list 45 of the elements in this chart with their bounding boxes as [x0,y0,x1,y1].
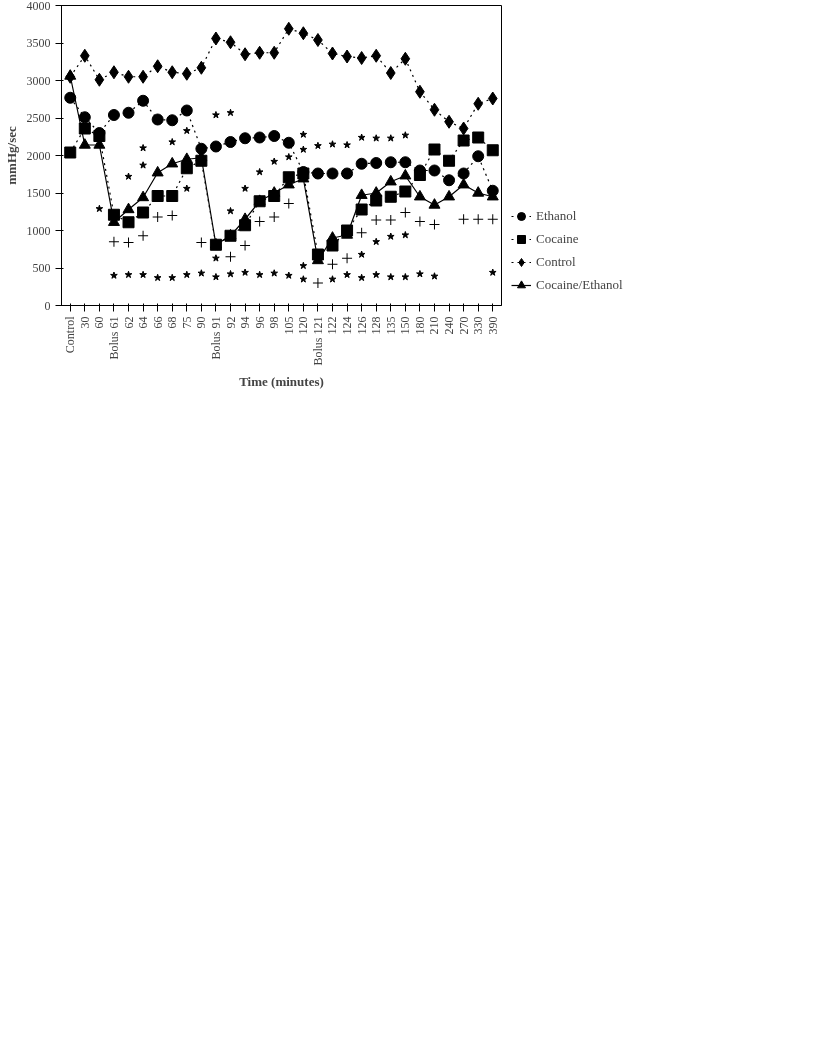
y-tick-label: 1500 [26,186,51,200]
x-axis-title: Time (minutes) [239,373,324,389]
x-tick-label: 330 [471,316,486,335]
y-tick-label: 2500 [26,111,51,125]
x-tick-label: 120 [296,316,311,335]
x-tick-label: 75 [179,316,194,329]
y-axis-title: mmHg/sec [3,126,19,185]
legend-label: Ethanol [536,208,577,224]
x-tick-label: 122 [325,316,340,335]
x-tick-label: 94 [238,316,253,329]
x-tick-label: Bolus 91 [208,316,223,360]
x-tick-label: 124 [340,316,355,335]
x-tick-label: 135 [383,316,398,335]
x-tick-label: 270 [456,316,471,335]
legend-label: Cocaine/Ethanol [536,277,623,293]
x-tick-label: 68 [165,316,180,329]
x-tick-label: 180 [412,316,427,335]
x-tick-label: 60 [92,316,107,329]
x-tick-label: 240 [442,316,457,335]
x-tick-label: Control [63,315,78,354]
y-tick-label: 3500 [26,36,51,50]
x-tick-label: 105 [281,316,296,335]
x-tick-label: Bolus 61 [106,316,121,360]
x-tick-label: 390 [485,316,500,335]
x-tick-label: 64 [136,316,151,329]
x-tick-label: 210 [427,316,442,335]
legend-label: Cocaine [536,231,579,247]
y-tick-label: 500 [32,261,51,275]
y-tick-label: 1000 [26,223,51,238]
y-tick-label: 2000 [26,148,51,163]
x-tick-label: 98 [267,316,282,329]
x-tick-label: 62 [121,316,136,329]
x-tick-label: 90 [194,316,209,329]
x-tick-label: Bolus 121 [310,316,325,366]
x-tick-label: 30 [77,316,92,329]
y-tick-label: 3000 [26,73,51,88]
y-tick-label: 0 [44,298,51,313]
x-tick-label: 66 [150,316,165,329]
x-tick-label: 96 [252,316,267,329]
x-tick-label: 92 [223,316,238,329]
legend-label: Control [536,254,576,270]
y-tick-label: 4000 [26,0,51,13]
x-tick-label: 150 [398,316,413,335]
x-tick-label: 128 [369,316,384,335]
x-tick-label: 126 [354,316,369,335]
